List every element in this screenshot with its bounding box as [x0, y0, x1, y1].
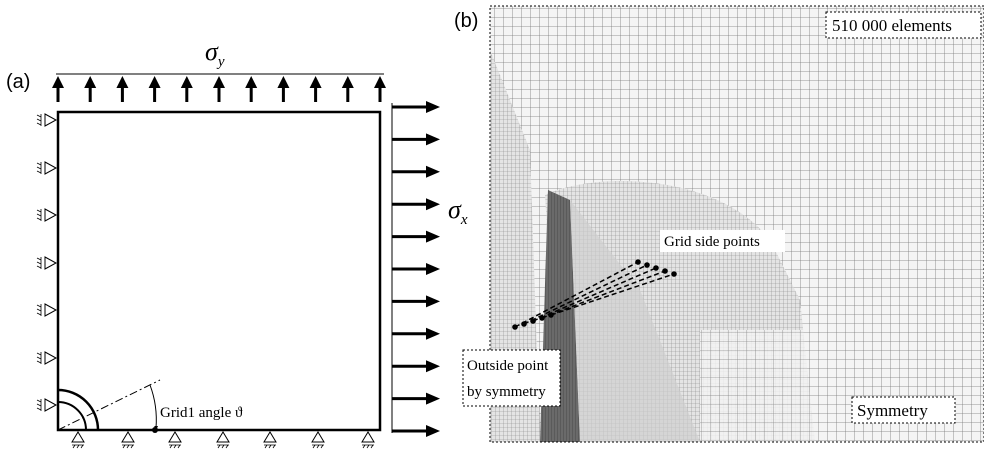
hatch [36, 114, 42, 126]
support [71, 431, 85, 443]
support [361, 431, 375, 443]
sigma-y-label: σy [205, 37, 225, 70]
mesh-side [490, 50, 540, 442]
grid-side-line [550, 273, 675, 316]
support [44, 351, 58, 365]
hatch [122, 444, 134, 449]
arrow-head [426, 230, 440, 243]
support [121, 431, 135, 443]
grid-side-point [644, 262, 650, 268]
arrow-head [426, 425, 440, 437]
grid-side-point [548, 312, 554, 318]
grid-side-point [671, 271, 677, 277]
grid-side-point [512, 324, 518, 330]
panel-border [489, 5, 984, 443]
arrow-head [426, 263, 440, 275]
grid-side-label: Grid side points [664, 234, 760, 250]
supports [36, 113, 375, 449]
hatch [169, 444, 181, 449]
grid-side-point [662, 268, 668, 274]
grid-side-point [539, 315, 545, 321]
hatch [36, 162, 42, 174]
panel-a: (a) σy σx Grid1 angle ϑ [6, 37, 468, 449]
panel-label: (a) [6, 71, 30, 93]
top-arrows [52, 76, 386, 102]
support [311, 431, 325, 443]
grid-side-line [514, 261, 639, 328]
support [44, 303, 58, 317]
grid-side-line [532, 267, 657, 322]
arrow-head [116, 76, 129, 88]
hatch [36, 209, 42, 221]
hatch [217, 444, 229, 449]
arrow-head [213, 76, 225, 88]
hatch [36, 352, 42, 364]
grid-point [152, 427, 158, 433]
arrow-head [374, 76, 386, 88]
hatch [36, 399, 42, 411]
label-box [825, 11, 982, 39]
grid-side-point [521, 321, 527, 327]
grid-side-lines [512, 259, 677, 330]
label-box [660, 230, 785, 252]
support [44, 113, 58, 127]
hatch [362, 444, 374, 449]
grid-side-line [541, 270, 666, 319]
arrow-head [245, 76, 258, 88]
hatch [264, 444, 276, 449]
outside-label: by symmetry [467, 384, 546, 400]
arrow-head [426, 360, 440, 373]
symmetry-label: Symmetry [857, 401, 928, 420]
panel-b: (b) 510 000 elements Grid side points Ou… [454, 5, 984, 443]
arrow-head [426, 295, 440, 308]
arrow-head [148, 76, 161, 88]
mesh-face [570, 200, 700, 442]
sigma-x-label: σx [448, 195, 468, 228]
support [44, 208, 58, 222]
hole-inner [57, 401, 87, 431]
grid-side-point [530, 318, 536, 324]
hatch [312, 444, 324, 449]
plate [56, 110, 382, 432]
label-box [851, 396, 956, 424]
arrow-head [52, 76, 64, 88]
arrow-head [426, 165, 440, 178]
grid-side-point [635, 259, 641, 265]
arrow-head [426, 198, 440, 211]
elements-label: 510 000 elements [832, 16, 952, 35]
arrow-head [341, 76, 354, 88]
arrow-head [426, 133, 440, 146]
outside-label: Outside point [467, 358, 549, 374]
hatch [36, 257, 42, 269]
panel-label: (b) [454, 10, 478, 32]
hatch [36, 304, 42, 316]
arrow-head [277, 76, 290, 88]
support [168, 431, 182, 443]
support [263, 431, 277, 443]
support [44, 161, 58, 175]
hole-outer [57, 388, 100, 431]
arrow-head [180, 76, 193, 88]
angle-line [57, 379, 161, 431]
angle-arc [149, 384, 159, 430]
arrow-head [309, 76, 322, 88]
arrow-head [426, 101, 440, 113]
arrow-head [426, 392, 440, 405]
support [216, 431, 230, 443]
label-box [462, 349, 561, 407]
angle-label: Grid1 angle ϑ [160, 405, 243, 421]
right-arrows [392, 101, 440, 437]
support [44, 256, 58, 270]
hatch [72, 444, 84, 449]
arrow-head [426, 327, 440, 340]
support [44, 398, 58, 412]
grid-side-point [653, 265, 659, 271]
grid-side-line [523, 264, 648, 325]
mesh-symmetry [700, 330, 880, 442]
arrow-head [84, 76, 97, 88]
